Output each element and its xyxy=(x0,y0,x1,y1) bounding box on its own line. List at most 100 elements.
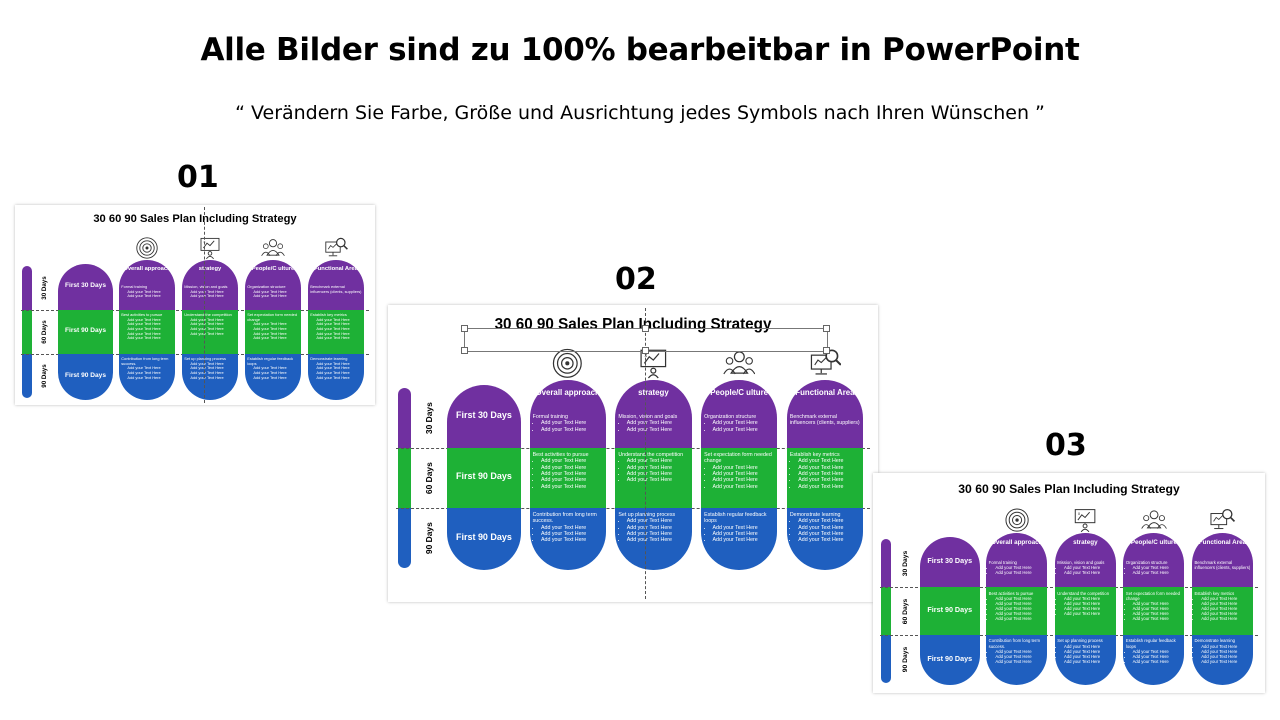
column-cell: Set up planning processAdd your Text Her… xyxy=(182,354,238,400)
resize-handle[interactable] xyxy=(461,346,469,354)
cell-text: Set up planning processAdd your Text Her… xyxy=(618,512,688,544)
column-3: Organization structureAdd your Text Here… xyxy=(701,379,778,571)
cell-bullets: Add your Text HereAdd your Text Here xyxy=(618,420,688,433)
bullet-item: Add your Text Here xyxy=(1201,601,1250,606)
bullet-item: Add your Text Here xyxy=(1064,570,1113,575)
timeline-pill-label: First 90 Days xyxy=(456,471,512,482)
bullet-item: Add your Text Here xyxy=(798,477,860,483)
bullet-item: Add your Text Here xyxy=(127,294,172,299)
cell-text: Set up planning processAdd your Text Her… xyxy=(184,356,236,381)
cell-text: Contribution from long term success.Add … xyxy=(533,512,603,544)
bullet-item: Add your Text Here xyxy=(541,420,603,426)
bullet-item: Add your Text Here xyxy=(127,375,172,381)
cell-lead: Mission, vision and goals xyxy=(184,284,228,289)
slide-title: 30 60 90 Sales Plan Including Strategy xyxy=(958,481,1180,496)
bullet-item: Add your Text Here xyxy=(713,477,775,483)
cell-text: Formal trainingAdd your Text HereAdd you… xyxy=(989,560,1045,575)
column-head: People/C ulture xyxy=(1130,539,1178,547)
column-cell: Formal trainingAdd your Text HereAdd you… xyxy=(986,532,1048,588)
bullet-item: Add your Text Here xyxy=(1064,601,1113,606)
cell-lead: Organization structure xyxy=(247,284,286,289)
timeline-pill-label: First 90 Days xyxy=(927,654,973,663)
bullet-item: Add your Text Here xyxy=(995,606,1044,611)
cell-text: Contribution from long term success.Add … xyxy=(121,356,173,381)
bullet-item: Add your Text Here xyxy=(316,336,361,341)
cell-text: Organization structureAdd your Text Here… xyxy=(704,414,774,433)
bullet-item: Add your Text Here xyxy=(253,336,298,341)
cell-text: Benchmark external influencers (clients,… xyxy=(1194,560,1250,570)
resize-handle[interactable] xyxy=(642,325,650,333)
cell-lead: Establish regular feedback loops xyxy=(247,356,294,366)
column-cell: Contribution from long term success.Add … xyxy=(986,635,1048,686)
slide-thumbnail-01[interactable]: 30 60 90 Sales Plan Including Strategy 30… xyxy=(15,205,375,405)
cell-lead: Mission, vision and goals xyxy=(1057,560,1105,566)
cell-lead: Demonstrate learning xyxy=(310,356,348,361)
resize-handle[interactable] xyxy=(461,325,469,333)
column-head: Overall approach xyxy=(535,388,600,398)
column-cell: Best activities to pursueAdd your Text H… xyxy=(986,587,1048,636)
cell-bullets: Add your Text HereAdd your Text Here xyxy=(121,289,173,299)
left-color-bar xyxy=(880,539,892,684)
cell-lead: Set expectation form needed change xyxy=(247,312,297,322)
cell-lead: Understand the competition xyxy=(184,312,232,317)
timeline-pill-2: First 90 Days xyxy=(919,587,980,636)
column-cell: Establish regular feedback loopsAdd your… xyxy=(1123,635,1185,686)
cell-bullets: Add your Text HereAdd your Text HereAdd … xyxy=(790,518,860,544)
resize-handle[interactable] xyxy=(642,346,650,354)
bullet-item: Add your Text Here xyxy=(713,471,775,477)
resize-handle[interactable] xyxy=(823,325,831,333)
bullet-item: Add your Text Here xyxy=(541,531,603,537)
bullet-item: Add your Text Here xyxy=(798,518,860,524)
bullet-item: Add your Text Here xyxy=(995,596,1044,601)
bullet-item: Add your Text Here xyxy=(1133,649,1182,654)
cell-bullets: Add your Text HereAdd your Text HereAdd … xyxy=(121,317,173,341)
cell-bullets: Add your Text HereAdd your Text HereAdd … xyxy=(989,649,1045,664)
cell-text: Organization structureAdd your Text Here… xyxy=(247,284,299,299)
bullet-item: Add your Text Here xyxy=(190,331,235,337)
cell-bullets: Add your Text HereAdd your Text HereAdd … xyxy=(310,317,362,341)
timeline-pill-label: First 30 Days xyxy=(64,282,107,289)
bullet-item: Add your Text Here xyxy=(127,326,172,332)
column-cell: Mission, vision and goals Add your Text H… xyxy=(1054,532,1116,588)
slide-thumbnail-02[interactable]: 30 60 90 Sales Plan Including Strategy 30… xyxy=(388,305,878,602)
column-head: strategy xyxy=(198,266,222,272)
bullet-item: Add your Text Here xyxy=(1133,654,1182,659)
row-label-3: 90 Days xyxy=(902,646,910,672)
cell-bullets: Add your Text HereAdd your Text HereAdd … xyxy=(704,465,774,491)
cell-lead: Benchmark external influencers (clients,… xyxy=(310,284,362,294)
cell-bullets: Add your Text HereAdd your Text HereAdd … xyxy=(1126,649,1182,664)
column-cell: Contribution from long term success.Add … xyxy=(119,354,175,400)
cell-text: Understand the competition Add your Text … xyxy=(1057,591,1113,616)
bullet-item: Add your Text Here xyxy=(798,458,860,464)
row-label-1: 30 Days xyxy=(423,402,434,434)
headline: Alle Bilder sind zu 100% bearbeitbar in … xyxy=(200,32,1080,68)
target-icon xyxy=(1004,507,1030,533)
bullet-item: Add your Text Here xyxy=(190,375,235,381)
cell-text: Establish key metricsAdd your Text HereA… xyxy=(790,452,860,490)
bullet-item: Add your Text Here xyxy=(1064,611,1113,616)
left-color-bar xyxy=(22,266,32,398)
bullet-item: Add your Text Here xyxy=(1201,616,1250,621)
cell-text: Formal trainingAdd your Text HereAdd you… xyxy=(533,414,603,433)
cell-bullets: Add your Text HereAdd your Text HereAdd … xyxy=(1057,644,1113,664)
column-cell: Set expectation form needed changeAdd yo… xyxy=(1123,587,1185,636)
magnifier-screen-icon xyxy=(324,236,348,260)
cell-bullets: Add your Text HereAdd your Text HereAdd … xyxy=(618,458,688,484)
cell-bullets: Add your Text HereAdd your Text Here xyxy=(184,289,236,299)
column-cell: Formal trainingAdd your Text HereAdd you… xyxy=(119,260,175,310)
column-cell: Set up planning processAdd your Text Her… xyxy=(615,507,692,571)
column-cell: Set expectation form needed changeAdd yo… xyxy=(701,447,778,508)
bullet-item: Add your Text Here xyxy=(253,289,298,295)
column-3: Organization structureAdd your Text Here… xyxy=(1123,532,1185,686)
column-cell: Demonstrate learningAdd your Text HereAd… xyxy=(308,354,364,400)
bullet-item: Add your Text Here xyxy=(541,537,603,543)
bullet-item: Add your Text Here xyxy=(541,525,603,531)
cell-text: Mission, vision and goalsAdd your Text H… xyxy=(618,414,688,433)
resize-handle[interactable] xyxy=(823,346,831,354)
bullet-item: Add your Text Here xyxy=(798,531,860,537)
bullet-item: Add your Text Here xyxy=(1201,596,1250,601)
cell-lead: Understand the competition xyxy=(1057,590,1110,596)
slide-thumbnail-03[interactable]: 30 60 90 Sales Plan Including Strategy 30… xyxy=(873,473,1265,693)
center-guide xyxy=(204,207,205,403)
cell-lead: Best activities to pursue xyxy=(532,451,589,458)
